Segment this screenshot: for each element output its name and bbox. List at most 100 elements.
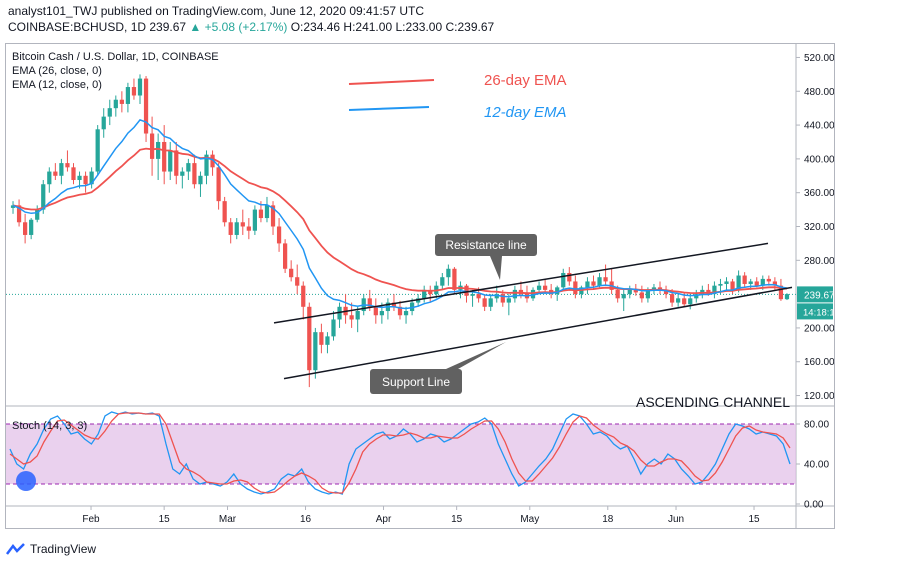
price-tick-label: 320.00 — [804, 222, 834, 233]
stoch-band — [6, 424, 796, 484]
candle-body — [53, 171, 58, 176]
candle-body — [59, 163, 64, 176]
candle-body — [156, 141, 161, 159]
candle-body — [180, 171, 185, 176]
candle-body — [500, 294, 505, 303]
candle-body — [234, 222, 239, 235]
candle-body — [307, 306, 312, 371]
support-callout-pointer — [446, 342, 506, 369]
candle-body — [174, 150, 179, 176]
price-tick-label: 440.00 — [804, 121, 834, 132]
candle-body — [373, 306, 378, 316]
ema26-line — [12, 147, 788, 295]
candle-body — [682, 298, 687, 305]
candle-body — [162, 141, 167, 172]
time-tick-label: Apr — [376, 514, 392, 525]
candle-body — [555, 287, 560, 295]
candle-body — [772, 281, 777, 286]
resistance-callout-pointer — [490, 256, 502, 280]
candle-body — [16, 205, 22, 223]
ema26-annotation-line — [348, 79, 435, 85]
candle-body — [210, 154, 215, 168]
price-tick-label: 520.00 — [804, 53, 834, 64]
candle-body — [676, 298, 681, 303]
candle-body — [597, 277, 602, 286]
candle-body — [258, 209, 264, 219]
candle-body — [748, 281, 753, 284]
candle-body — [718, 283, 723, 286]
ema26-annotation: 26-day EMA — [484, 72, 567, 89]
publish-info: analyst101_TWJ published on TradingView.… — [8, 4, 425, 18]
candle-body — [198, 175, 203, 185]
candle-body — [276, 226, 282, 244]
candle-body — [397, 306, 403, 316]
countdown-badge — [797, 303, 833, 320]
candle-body — [252, 209, 257, 231]
candle-body — [615, 289, 620, 299]
ema12-legend: EMA (12, close, 0) — [12, 79, 102, 91]
candle-body — [391, 302, 397, 307]
footer: TradingView — [6, 540, 96, 558]
candle-body — [47, 171, 52, 185]
candle-body — [512, 289, 517, 299]
ohlc: O:234.46 H:241.00 L:233.00 C:239.67 — [290, 20, 495, 34]
change: ▲ +5.08 (+2.17%) — [189, 20, 288, 34]
candle-body — [712, 285, 717, 295]
candle-body — [724, 281, 729, 284]
candle-body — [663, 289, 669, 295]
candle-body — [131, 87, 137, 96]
stoch-d-line — [9, 412, 791, 494]
candle-body — [651, 287, 657, 290]
candle-body — [428, 289, 433, 295]
support-callout: Support Line — [382, 375, 450, 389]
candle-body — [186, 163, 191, 172]
price-tick-label: 120.00 — [804, 391, 834, 402]
time-tick-label: 18 — [602, 514, 614, 525]
candle-body — [65, 163, 70, 168]
candle-body — [784, 294, 790, 300]
price-tick-label: 400.00 — [804, 154, 834, 165]
candle-body — [270, 205, 276, 227]
ema26-legend: EMA (26, close, 0) — [12, 65, 102, 77]
candle-body — [113, 99, 118, 109]
candle-body — [137, 78, 143, 96]
candle-body — [530, 289, 536, 299]
candle-body — [204, 154, 209, 176]
candle-body — [240, 222, 245, 227]
candle-body — [95, 129, 100, 172]
ema12-line — [12, 119, 788, 310]
candle-body — [349, 315, 354, 320]
candle-body — [736, 275, 741, 290]
candle-body — [621, 294, 626, 299]
candle-body — [506, 298, 511, 303]
chart-title: Bitcoin Cash / U.S. Dollar, 1D, COINBASE — [12, 51, 219, 63]
candle-body — [149, 133, 155, 159]
candle-body — [89, 171, 94, 185]
candle-body — [742, 275, 747, 284]
candle-body — [355, 311, 360, 320]
candle-body — [313, 332, 318, 371]
chart-canvas[interactable]: 520.00 480.00 440.00 400.00 360.00 320.00 280.… — [6, 44, 834, 528]
candle-body — [216, 167, 221, 202]
candle-body — [83, 175, 88, 185]
candle-body — [730, 281, 735, 290]
candle-body — [101, 116, 106, 130]
price: 239.67 — [149, 20, 187, 34]
candle-body — [561, 272, 566, 288]
candle-body — [633, 289, 638, 293]
candles-group — [10, 74, 790, 388]
candle-body — [669, 294, 675, 303]
resistance-callout-box — [435, 234, 537, 256]
chart-frame[interactable]: 520.00 480.00 440.00 400.00 360.00 320.00 280.… — [5, 43, 835, 529]
candle-body — [168, 150, 173, 172]
time-tick-label: 15 — [159, 514, 171, 525]
candle-body — [10, 205, 16, 208]
support-line — [283, 286, 793, 380]
stoch-tick-label: 0.00 — [804, 500, 824, 511]
candle-body — [536, 285, 542, 290]
last-price-badge — [797, 286, 833, 303]
candle-body — [107, 108, 112, 117]
tradingview-logo-icon — [6, 543, 25, 555]
candle-body — [228, 222, 233, 235]
tradingview-badge-icon — [16, 471, 36, 491]
